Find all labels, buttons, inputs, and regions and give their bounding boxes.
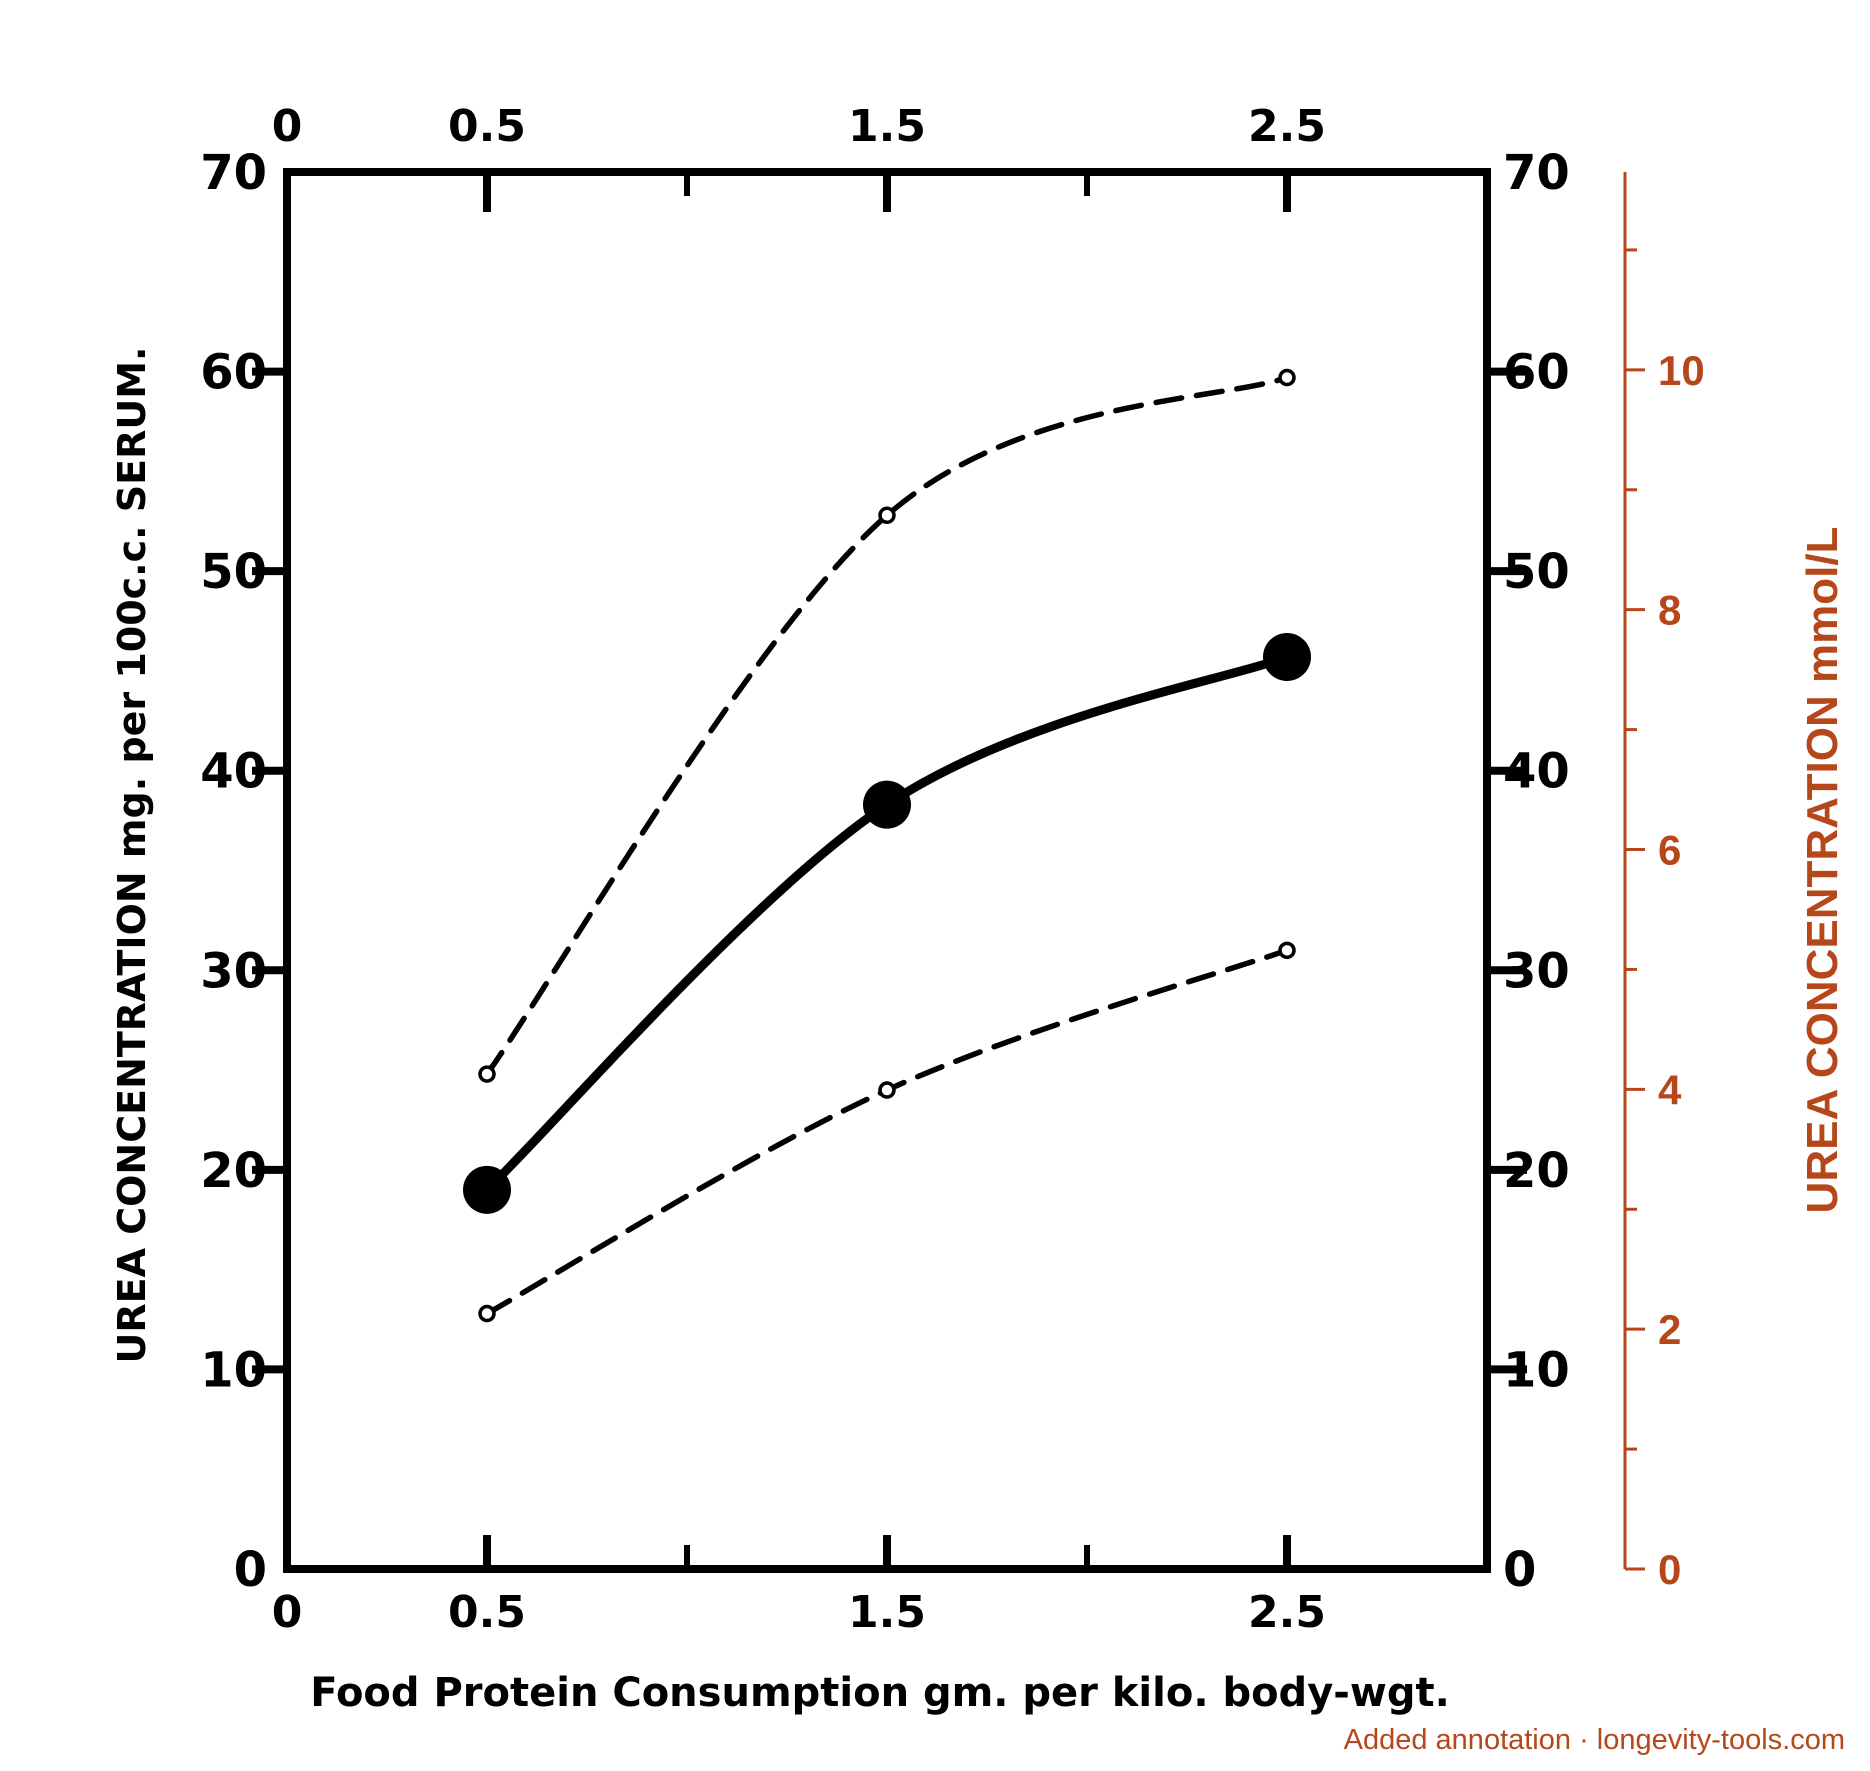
y-axis-annotation-label: UREA CONCENTRATION mmol/L: [1798, 527, 1847, 1214]
annotation-tick-label-0: 0: [1658, 1546, 1681, 1593]
y-right-tick-label-30: 30: [1503, 943, 1570, 999]
series-2-point-1: [463, 1165, 511, 1214]
series-1-line: [484, 374, 1290, 1077]
annotation-tick-label-2: 2: [1658, 1306, 1681, 1353]
y-right-tick-label-40: 40: [1503, 744, 1570, 800]
series-3-line: [484, 947, 1290, 1317]
data-points-layer: [463, 368, 1311, 1323]
series-2-line: [482, 652, 1292, 1195]
series-3-point-1: [478, 1304, 496, 1323]
x-bottom-tick-label-1.5: 1.5: [848, 1587, 926, 1638]
annotation-tick-label-4: 4: [1658, 1066, 1682, 1113]
y-right-tick-label-60: 60: [1503, 345, 1570, 401]
y-right-tick-label-20: 20: [1503, 1143, 1570, 1199]
annotation-tick-label-8: 8: [1658, 587, 1681, 634]
x-bottom-tick-label-0.5: 0.5: [448, 1587, 526, 1638]
y-right-tick-label-10: 10: [1503, 1342, 1570, 1398]
y-left-tick-label-20: 20: [200, 1143, 267, 1199]
y-left-tick-label-70: 70: [200, 145, 267, 201]
annotation-tick-label-10: 10: [1658, 347, 1705, 394]
y-left-tick-label-60: 60: [200, 345, 267, 401]
x-bottom-tick-label-0: 0: [272, 1587, 303, 1638]
x-axis-label: Food Protein Consumption gm. per kilo. b…: [310, 1670, 1450, 1716]
y-left-tick-label-0: 0: [234, 1542, 267, 1598]
x-top-tick-label-0: 0: [272, 101, 303, 152]
y-right-tick-label-50: 50: [1503, 544, 1570, 600]
series-3-point-2: [878, 1081, 896, 1099]
series-1-point-3: [1278, 368, 1296, 387]
plot-frame-layer: [283, 168, 1491, 1573]
annotation-footnote: Added annotation · longevity-tools.com: [1344, 1724, 1845, 1756]
series-1-point-2: [878, 506, 896, 525]
y-right-tick-label-0: 0: [1503, 1542, 1536, 1598]
series-1-point-1: [478, 1065, 496, 1083]
x-top-tick-label-2.5: 2.5: [1248, 101, 1326, 152]
y-left-tick-label-50: 50: [200, 544, 267, 600]
y-left-tick-label-40: 40: [200, 744, 267, 800]
x-top-tick-label-0.5: 0.5: [448, 101, 526, 152]
y-right-tick-label-70: 70: [1503, 145, 1570, 201]
x-top-tick-label-1.5: 1.5: [848, 101, 926, 152]
mmol-annotation-axis-layer: 0 2 4 6 8 10: [1623, 172, 1705, 1593]
x-bottom-tick-label-2.5: 2.5: [1248, 1587, 1326, 1638]
plot-frame: [283, 168, 1491, 1573]
y-left-tick-label-10: 10: [200, 1342, 267, 1398]
annotation-tick-label-6: 6: [1658, 827, 1681, 874]
y-axis-left-label: UREA CONCENTRATION mg. per 100c.c. SERUM…: [110, 347, 154, 1364]
y-left-tick-label-30: 30: [200, 943, 267, 999]
series-2-point-2: [863, 780, 911, 829]
tick-marks-layer: [252, 170, 1527, 1571]
series-2-point-3: [1263, 632, 1311, 681]
series-3-point-3: [1278, 941, 1296, 960]
